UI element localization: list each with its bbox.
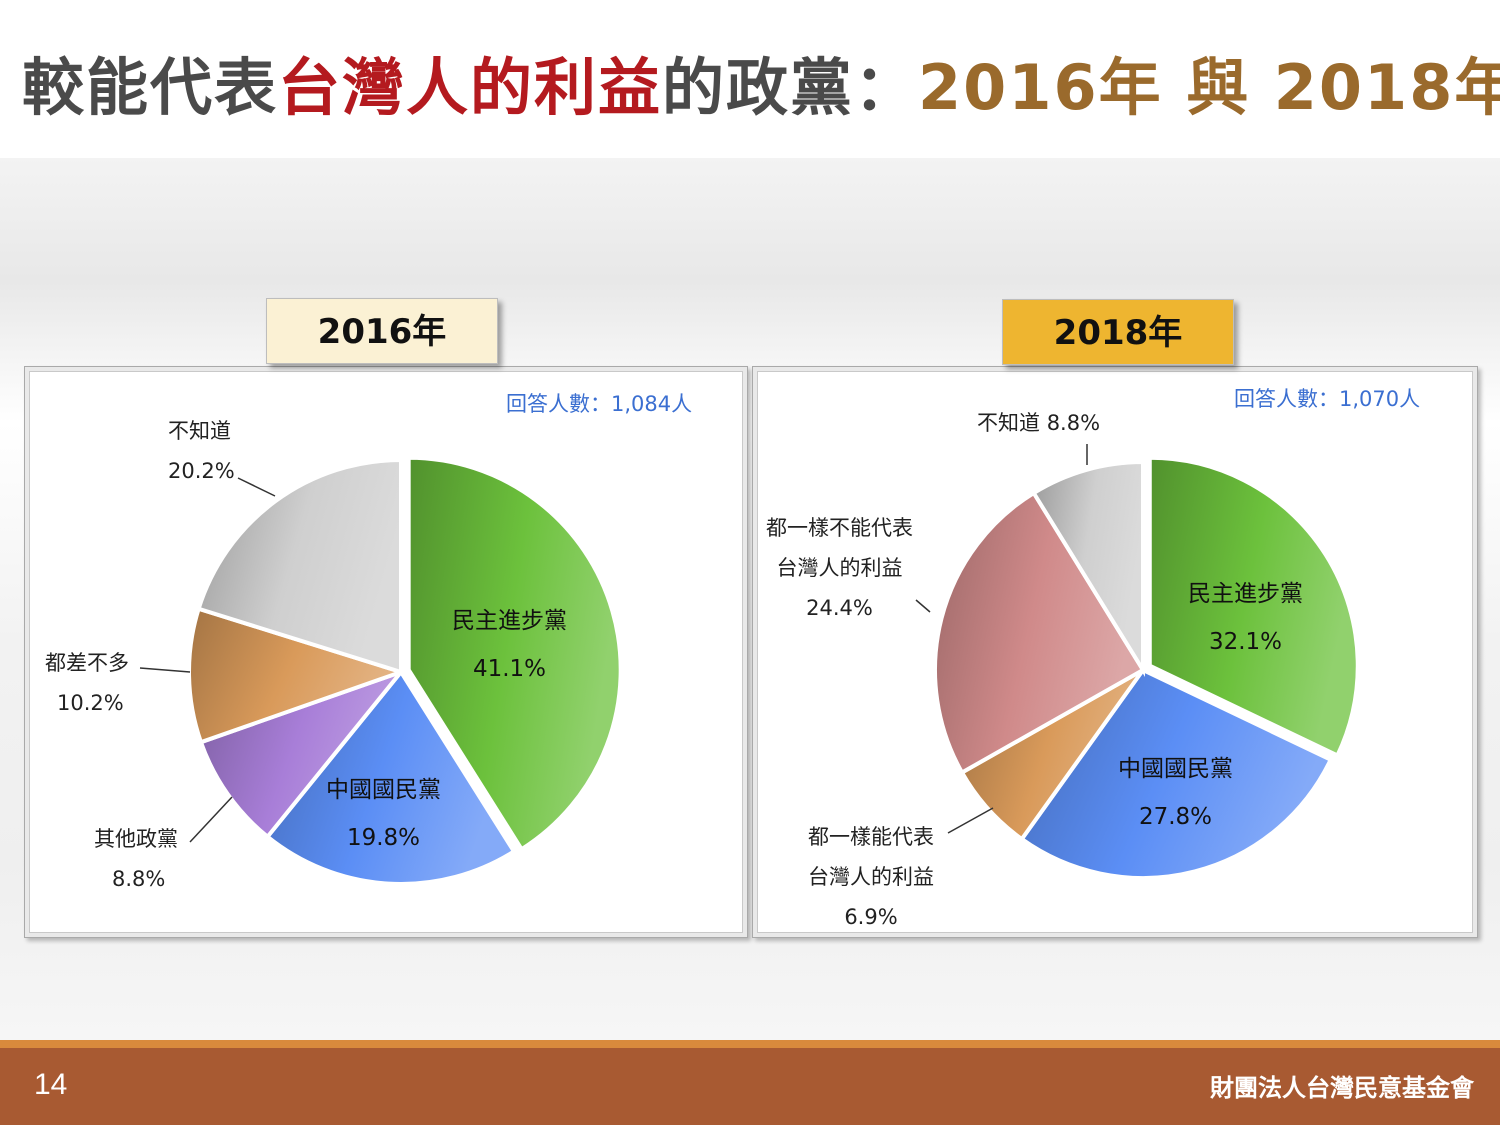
title-part-4: 2016年 與 2018年	[918, 51, 1500, 124]
label-2016-other-name: 其他政黨	[94, 827, 178, 851]
footer-bar	[0, 1040, 1500, 1125]
label-2016-other-value: 8.8%	[112, 867, 166, 891]
label-2018-kmt-name: 中國國民黨	[1118, 756, 1233, 782]
respondents-2016: 回答人數：1,084人	[506, 392, 693, 416]
page-title: 較能代表台灣人的利益的政黨：2016年 與 2018年	[22, 48, 1500, 128]
pie-slice-0-3	[187, 606, 408, 745]
label-2016-dpp-name: 民主進步黨	[452, 608, 567, 634]
year-tab-2016: 2016年	[266, 298, 498, 364]
label-2016-nodiff-name: 都差不多	[45, 651, 129, 675]
label-2018-all: 都一樣能代表 台灣人的利益 6.9%	[808, 824, 934, 930]
label-2018-dpp-value: 32.1%	[1208, 629, 1283, 655]
label-2016-kmt: 中國國民黨 19.8%	[326, 776, 441, 852]
pie-slice-1-3	[933, 490, 1146, 776]
pie-slice-0-1	[264, 668, 517, 886]
label-2018-none-value: 24.4%	[806, 596, 873, 620]
label-2016-other: 其他政黨 8.8%	[94, 826, 178, 892]
label-2016-dpp-value: 41.1%	[472, 656, 547, 682]
label-2016-dontknow: 不知道 20.2%	[168, 418, 235, 484]
pie-slice-0-2	[198, 667, 407, 840]
pie-slice-1-0	[1147, 455, 1360, 759]
leader-line-0-2	[189, 796, 233, 843]
leader-line-0-1	[139, 667, 191, 673]
title-bar: 較能代表台灣人的利益的政黨：2016年 與 2018年	[0, 0, 1500, 158]
page-number: 14	[34, 1068, 68, 1101]
title-part-2: 台灣人的利益	[278, 51, 663, 124]
label-2016-dpp: 民主進步黨 41.1%	[452, 607, 567, 683]
label-2018-kmt: 中國國民黨 27.8%	[1118, 755, 1233, 831]
label-2016-dontknow-name: 不知道	[168, 419, 231, 443]
label-2018-none-line1: 都一樣不能代表	[766, 516, 913, 540]
label-2018-none: 都一樣不能代表 台灣人的利益 24.4%	[766, 515, 913, 621]
pie-slice-0-4	[196, 457, 403, 675]
year-tab-2018: 2018年	[1002, 299, 1234, 365]
title-part-3: 的政黨：	[662, 51, 919, 124]
label-2018-dontknow-name: 不知道	[977, 411, 1040, 435]
organization-name: 財團法人台灣民意基金會	[1210, 1074, 1474, 1102]
label-2018-kmt-value: 27.8%	[1138, 804, 1213, 830]
pie-slice-1-4	[1031, 459, 1145, 678]
label-2018-all-value: 6.9%	[844, 905, 898, 929]
label-2018-all-line2: 台灣人的利益	[808, 865, 934, 889]
label-2016-nodiff-value: 10.2%	[57, 691, 124, 715]
label-2018-none-line2: 台灣人的利益	[776, 556, 903, 580]
label-2018-dpp: 民主進步黨 32.1%	[1188, 580, 1303, 656]
label-2018-dontknow-value: 8.8%	[1046, 411, 1101, 435]
pie-slice-1-1	[1019, 667, 1334, 880]
label-2016-kmt-value: 19.8%	[346, 825, 421, 851]
respondents-2018: 回答人數：1,070人	[1234, 387, 1421, 411]
label-2018-dontknow: 不知道 8.8%	[977, 410, 1100, 436]
leader-line-1-1	[915, 599, 931, 613]
label-2016-nodiff: 都差不多 10.2%	[45, 650, 129, 716]
label-2018-dpp-name: 民主進步黨	[1188, 581, 1303, 607]
leader-line-0-0	[237, 477, 276, 497]
label-2018-all-line1: 都一樣能代表	[808, 825, 934, 849]
label-2016-dontknow-value: 20.2%	[168, 459, 235, 483]
title-part-1: 較能代表	[22, 51, 279, 124]
pie-slice-0-0	[406, 455, 623, 852]
label-2016-kmt-name: 中國國民黨	[326, 777, 441, 803]
leader-line-1-2	[947, 807, 994, 834]
